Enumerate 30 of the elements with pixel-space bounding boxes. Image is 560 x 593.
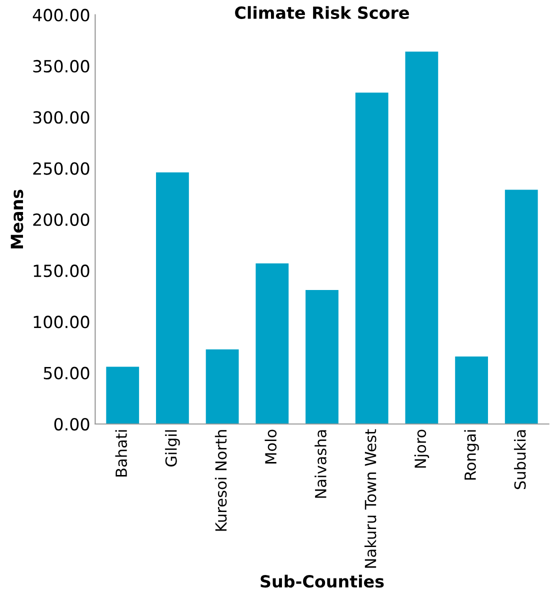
bar bbox=[405, 52, 438, 424]
bar bbox=[455, 356, 488, 424]
bar bbox=[504, 190, 538, 424]
bar bbox=[106, 366, 140, 424]
x-axis-title: Sub-Counties bbox=[260, 574, 384, 588]
y-axis-title: Means bbox=[10, 190, 24, 248]
x-tick-label: Gilgil bbox=[165, 430, 180, 467]
y-tick-label: 100.00 bbox=[34, 316, 90, 328]
chart-title: Climate Risk Score bbox=[235, 6, 409, 20]
x-tick-label: Molo bbox=[264, 430, 277, 464]
x-tick-label: Nakuru Town West bbox=[364, 429, 376, 568]
y-tick-label: 400.00 bbox=[32, 8, 90, 22]
bar bbox=[256, 263, 289, 424]
y-tick-label: 350.00 bbox=[33, 60, 90, 73]
x-tick-label: Naivasha bbox=[314, 430, 326, 498]
x-tick-label: Njoro bbox=[414, 430, 430, 468]
bar bbox=[206, 349, 239, 424]
bar bbox=[306, 290, 338, 424]
bar bbox=[156, 172, 189, 424]
y-tick-label: 300.00 bbox=[33, 111, 90, 124]
bar bbox=[355, 92, 388, 424]
y-tick-label: 150.00 bbox=[34, 264, 90, 278]
y-tick-label: 50.00 bbox=[44, 366, 90, 380]
y-tick-label: 200.00 bbox=[33, 213, 90, 226]
x-tick-label: Subukia bbox=[514, 430, 526, 490]
y-tick-label: 0.00 bbox=[54, 418, 90, 431]
y-tick-label: 250.00 bbox=[33, 162, 90, 175]
x-tick-label: Rongai bbox=[464, 430, 479, 480]
x-tick-label: Bahati bbox=[115, 430, 128, 476]
x-tick-label: Kuresoi North bbox=[214, 430, 227, 531]
